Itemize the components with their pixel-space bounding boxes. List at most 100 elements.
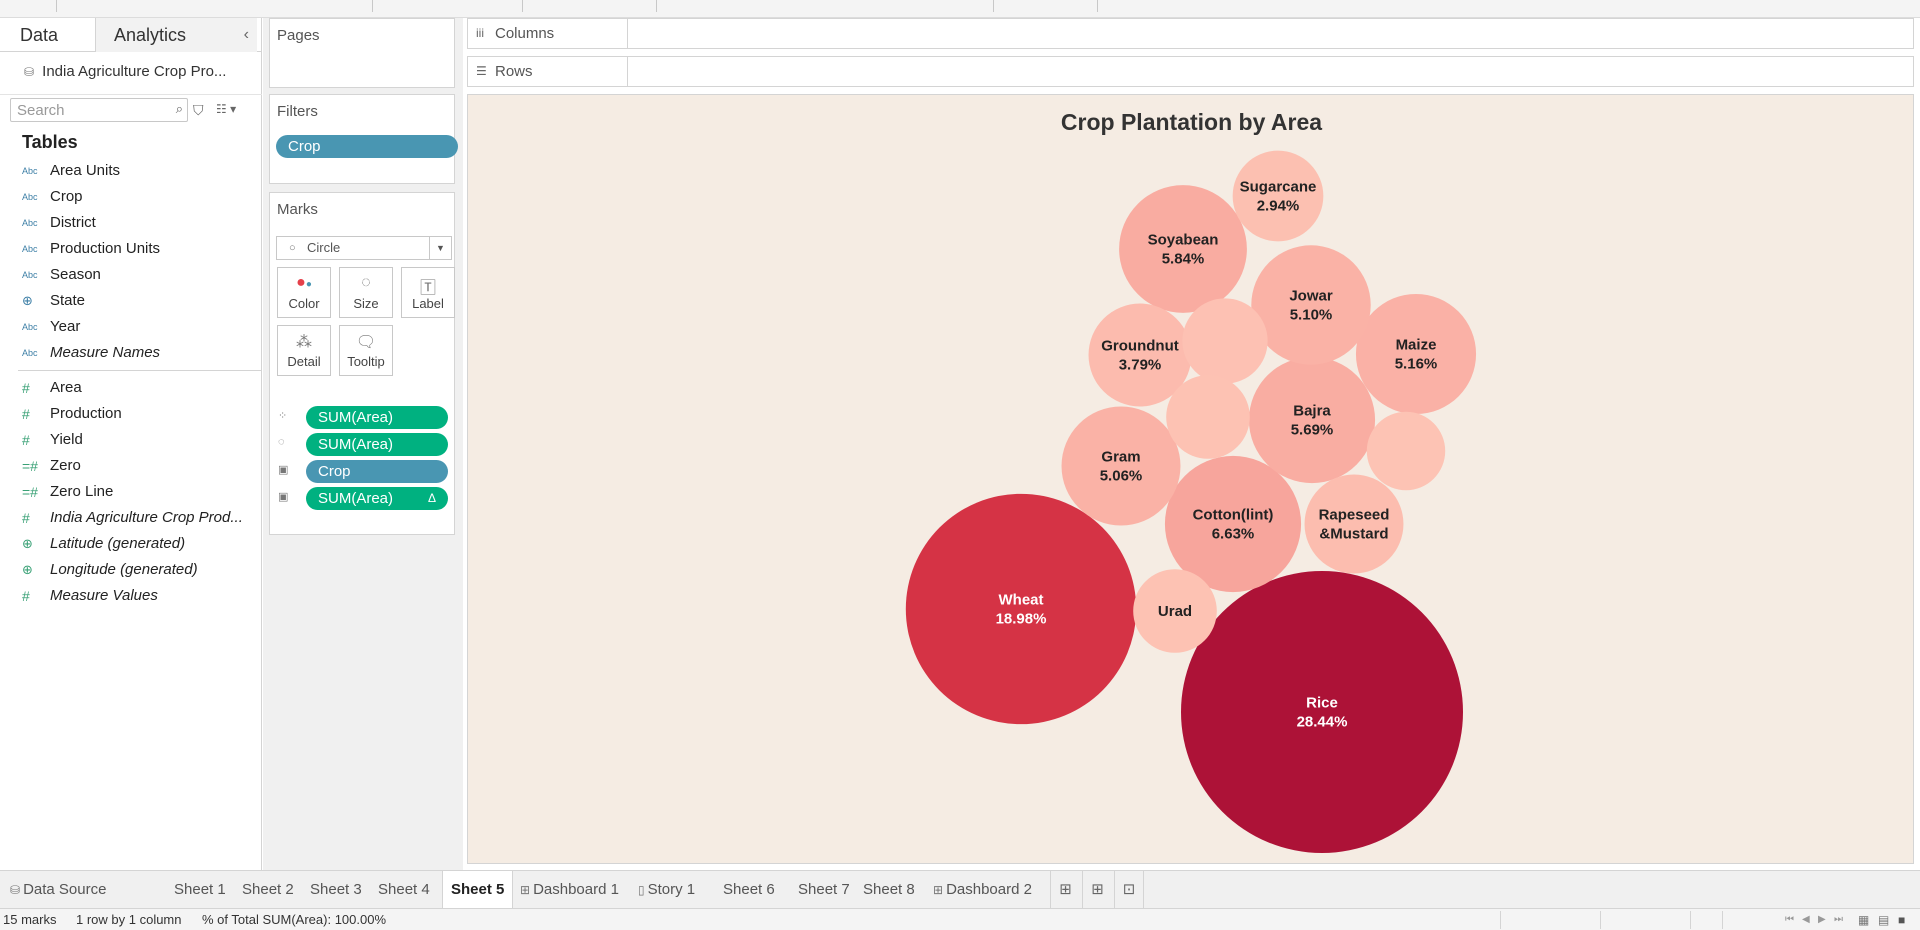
- new-dashboard-button[interactable]: ⊞: [1082, 871, 1112, 908]
- first-page-icon[interactable]: ⏮: [1785, 914, 1794, 925]
- filter-pill-crop[interactable]: Crop: [276, 135, 458, 158]
- bubble-circle[interactable]: [1182, 298, 1268, 384]
- filter-icon[interactable]: ⛉: [193, 102, 204, 118]
- bubble-mark[interactable]: Sugarcane 2.94%: [1232, 150, 1324, 242]
- dimension-field[interactable]: ⊕ State: [0, 288, 262, 314]
- bubble-mark[interactable]: Rapeseed&Mustard: [1304, 474, 1404, 574]
- full-view-icon[interactable]: ■: [1898, 913, 1906, 927]
- bubble-mark[interactable]: Maize 5.16%: [1355, 293, 1477, 415]
- bubble-mark[interactable]: Groundnut 3.79%: [1088, 303, 1192, 407]
- measure-field[interactable]: =# Zero Line: [0, 479, 262, 505]
- bubble-chart[interactable]: Rice 28.44% Wheat 18.98% Cotton(lint) 6.63% So…: [468, 95, 1913, 863]
- dimension-field[interactable]: Abc Season: [0, 262, 262, 288]
- sheet-tab[interactable]: ⊞ Dashboard 1: [512, 871, 627, 908]
- collapse-pane-icon[interactable]: ‹: [243, 26, 249, 43]
- size-pill[interactable]: SUM(Area): [306, 433, 448, 456]
- bubble-circle[interactable]: [1061, 406, 1181, 526]
- bubble-mark[interactable]: Rice 28.44%: [1181, 571, 1463, 853]
- bubble-mark[interactable]: [1366, 411, 1446, 491]
- sheet-tab[interactable]: Sheet 7: [790, 871, 858, 908]
- bubble-circle[interactable]: [1166, 375, 1250, 459]
- grid-view-icon[interactable]: ▦: [1858, 913, 1870, 927]
- mark-type-dropdown[interactable]: ○ Circle ▼: [276, 236, 452, 260]
- view-options-icon[interactable]: ☷ ▾: [216, 102, 237, 116]
- measure-field[interactable]: ⊕ Longitude (generated): [0, 557, 262, 583]
- bubble-value-label: 5.06%: [1100, 468, 1143, 485]
- sheet-tab[interactable]: ▯ Story 1: [630, 871, 703, 908]
- bubble-mark[interactable]: Jowar 5.10%: [1251, 245, 1371, 365]
- filters-shelf[interactable]: Filters Crop: [269, 94, 458, 184]
- bubble-circle[interactable]: [1232, 150, 1324, 242]
- measure-field[interactable]: # Measure Values: [0, 583, 262, 609]
- bubble-mark[interactable]: Soyabean 5.84%: [1119, 185, 1247, 313]
- last-page-icon[interactable]: ⏭: [1834, 914, 1843, 925]
- search-input[interactable]: [11, 99, 161, 121]
- bubble-circle[interactable]: [1119, 185, 1247, 313]
- pages-shelf[interactable]: Pages: [269, 18, 455, 88]
- measure-field[interactable]: # Production: [0, 401, 262, 427]
- sheet-tab[interactable]: Sheet 8: [855, 871, 923, 908]
- bubble-circle[interactable]: [1304, 474, 1404, 574]
- columns-shelf[interactable]: iii Columns: [467, 18, 1914, 49]
- prev-page-icon[interactable]: ◀: [1802, 914, 1810, 925]
- dimension-field[interactable]: Abc Measure Names: [0, 340, 262, 366]
- dimension-field[interactable]: Abc Area Units: [0, 158, 262, 184]
- dimension-field[interactable]: Abc Crop: [0, 184, 262, 210]
- measure-field[interactable]: # India Agriculture Crop Prod...: [0, 505, 262, 531]
- bubble-circle[interactable]: [1088, 303, 1192, 407]
- bubble-mark[interactable]: Bajra 5.69%: [1248, 356, 1376, 484]
- bubble-circle[interactable]: [1248, 356, 1376, 484]
- sheet-tab[interactable]: Sheet 5: [442, 871, 514, 908]
- bubble-circle[interactable]: [1164, 455, 1302, 593]
- dimension-field[interactable]: Abc District: [0, 210, 262, 236]
- datasource-item[interactable]: ⛁ India Agriculture Crop Pro...: [24, 60, 226, 84]
- bubble-circle[interactable]: [1251, 245, 1371, 365]
- sheet-tab[interactable]: ⊞ Dashboard 2: [925, 871, 1040, 908]
- bubble-mark[interactable]: Urad: [1133, 569, 1217, 653]
- dimension-field[interactable]: Abc Production Units: [0, 236, 262, 262]
- bubble-circle[interactable]: [1181, 571, 1463, 853]
- color-button[interactable]: ●● Color: [277, 267, 331, 318]
- tab-data-source[interactable]: ⛁ Data Source: [2, 871, 114, 908]
- rows-shelf[interactable]: ☰ Rows: [467, 56, 1914, 87]
- tab-analytics[interactable]: Analytics ‹: [95, 18, 257, 52]
- field-name: Area Units: [50, 162, 121, 179]
- sheet-tab[interactable]: Sheet 6: [715, 871, 783, 908]
- dimension-field[interactable]: Abc Year: [0, 314, 262, 340]
- viz-canvas[interactable]: Crop Plantation by Area Rice 28.44% Wheat 1…: [467, 94, 1914, 864]
- tooltip-button[interactable]: 🗨 Tooltip: [339, 325, 393, 376]
- search-field[interactable]: ⌕: [10, 98, 188, 122]
- detail-button[interactable]: ⁂ Detail: [277, 325, 331, 376]
- bubble-mark[interactable]: Cotton(lint) 6.63%: [1164, 455, 1302, 593]
- marks-field-size: ◌ SUM(Area): [276, 433, 454, 456]
- next-page-icon[interactable]: ▶: [1818, 914, 1826, 925]
- measure-field[interactable]: ⊕ Latitude (generated): [0, 531, 262, 557]
- label-crop-pill[interactable]: Crop: [306, 460, 448, 483]
- bubble-circle[interactable]: [1366, 411, 1446, 491]
- measure-field[interactable]: =# Zero: [0, 453, 262, 479]
- bubble-mark[interactable]: [1166, 375, 1250, 459]
- bubble-mark[interactable]: Wheat 18.98%: [905, 493, 1137, 725]
- tab-data[interactable]: Data: [20, 25, 59, 45]
- sheet-tab[interactable]: Sheet 4: [370, 871, 438, 908]
- measure-field[interactable]: # Yield: [0, 427, 262, 453]
- bubble-circle[interactable]: [1355, 293, 1477, 415]
- measure-field[interactable]: # Area: [0, 375, 262, 401]
- label-area-pill[interactable]: SUM(Area) Δ: [306, 487, 448, 510]
- label-button[interactable]: 🅃 Label: [401, 267, 455, 318]
- list-view-icon[interactable]: ▤: [1878, 913, 1890, 927]
- bubble-circle[interactable]: [1133, 569, 1217, 653]
- sheet-tab[interactable]: Sheet 1: [166, 871, 234, 908]
- sheet-tab[interactable]: Sheet 2: [234, 871, 302, 908]
- search-icon[interactable]: ⌕: [175, 101, 183, 116]
- sheet-tab[interactable]: Sheet 3: [302, 871, 370, 908]
- new-story-button[interactable]: ⊡: [1114, 871, 1144, 908]
- string-type-icon: Abc: [22, 166, 38, 176]
- bubble-mark[interactable]: Gram 5.06%: [1061, 406, 1181, 526]
- bubble-crop-label: Jowar: [1289, 288, 1333, 305]
- size-button[interactable]: ◌ Size: [339, 267, 393, 318]
- bubble-mark[interactable]: [1182, 298, 1268, 384]
- new-worksheet-button[interactable]: ⊞: [1050, 871, 1080, 908]
- color-pill[interactable]: SUM(Area): [306, 406, 448, 429]
- bubble-circle[interactable]: [905, 493, 1137, 725]
